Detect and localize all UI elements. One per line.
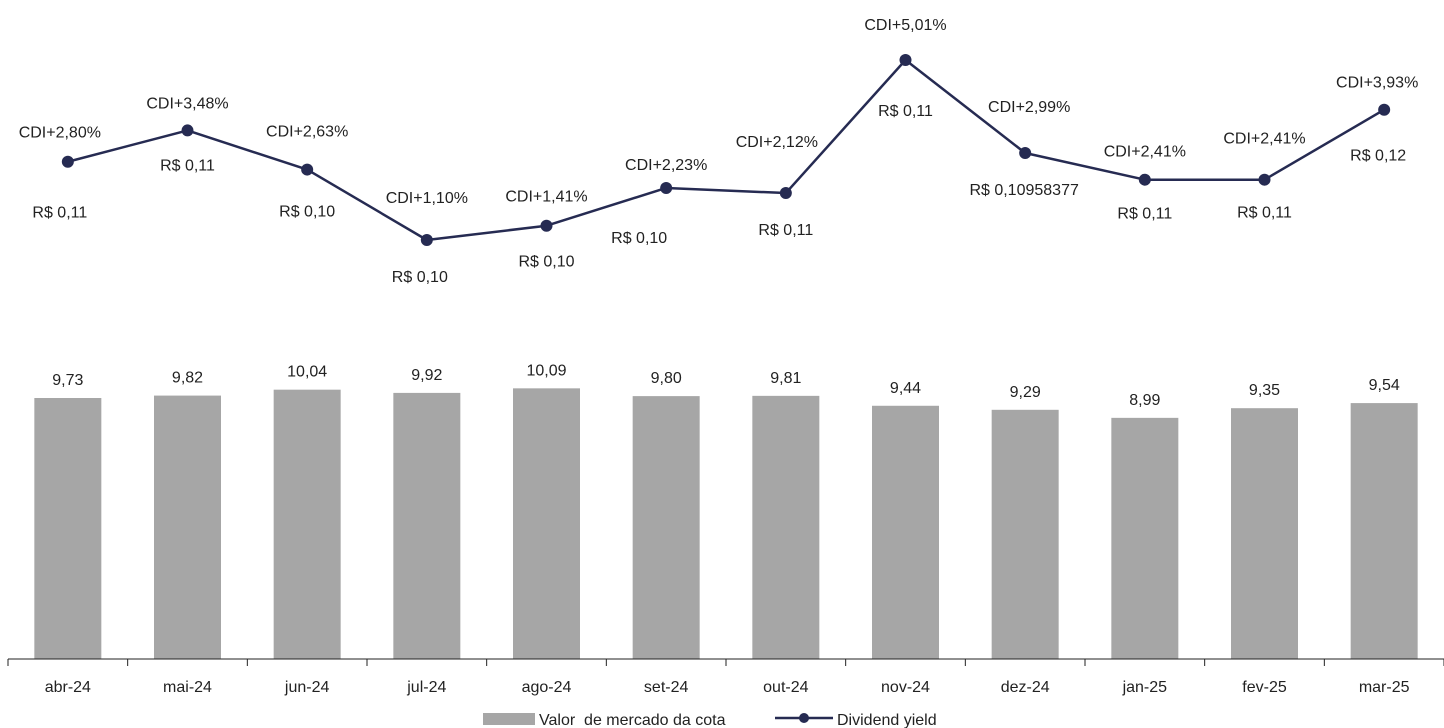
line-point-out-24 [779, 187, 792, 200]
yield-label: CDI+2,80% [19, 125, 101, 142]
line-series [61, 54, 1391, 246]
bar-value-label: 10,04 [287, 364, 327, 381]
yield-label: CDI+2,12% [736, 134, 818, 151]
dividend-label: R$ 0,11 [32, 205, 87, 222]
bar-value-label: 9,80 [651, 370, 682, 387]
yield-label: CDI+1,10% [386, 190, 468, 207]
yield-label: CDI+3,93% [1336, 75, 1418, 92]
line-point-dez-24 [1019, 146, 1032, 159]
bar-nov-24 [872, 405, 939, 659]
dividend-label: R$ 0,10958377 [969, 182, 1079, 199]
dividend-yield-line [67, 58, 1385, 242]
legend-swatch-marker [799, 713, 809, 723]
bar-value-label: 9,92 [411, 367, 442, 384]
x-tick-label: jan-25 [1122, 679, 1168, 696]
bar-mai-24 [154, 395, 221, 659]
x-tick-label: set-24 [644, 679, 689, 696]
dividend-label: R$ 0,12 [1350, 148, 1406, 165]
x-tick-label: jun-24 [284, 679, 330, 696]
dividend-label: R$ 0,10 [392, 269, 448, 286]
yield-label: CDI+1,41% [505, 189, 587, 206]
line-point-fev-25 [1258, 173, 1271, 186]
bar-value-label: 9,44 [890, 380, 921, 397]
dividend-label: R$ 0,11 [160, 157, 215, 174]
legend: Valor de mercado da cota Dividend yield [483, 712, 937, 728]
bar-value-label: 9,81 [770, 370, 801, 387]
bar-jul-24 [393, 392, 461, 659]
bar-value-label: 9,29 [1010, 384, 1041, 401]
bar-value-label: 9,35 [1249, 382, 1280, 399]
dividend-label: R$ 0,11 [878, 103, 933, 120]
dividend-label: R$ 0,10 [279, 204, 335, 221]
bar-fev-25 [1231, 408, 1298, 659]
legend-label-line: Dividend yield [837, 712, 937, 728]
legend-label-bar: Valor de mercado da cota [539, 712, 726, 728]
yield-label: CDI+2,23% [625, 157, 707, 174]
x-tick-label: dez-24 [1001, 679, 1050, 696]
line-point-abr-24 [61, 155, 74, 168]
bar-value-labels: 9,73 9,82 10,04 9,92 10,09 9,80 9,81 9,44 9,29 8,… [52, 362, 1400, 409]
x-tick-label: mai-24 [163, 679, 212, 696]
x-tick-label: fev-25 [1242, 679, 1287, 696]
bar-value-label: 8,99 [1129, 392, 1160, 409]
yield-label: CDI+2,41% [1104, 144, 1186, 161]
x-tick-label: ago-24 [522, 679, 572, 696]
dividend-label: R$ 0,11 [1117, 206, 1172, 223]
yield-label: CDI+2,99% [988, 99, 1070, 116]
x-tick-label: nov-24 [881, 679, 930, 696]
line-point-ago-24 [540, 219, 553, 232]
bar-value-label: 9,73 [52, 372, 83, 389]
bar-abr-24 [34, 398, 102, 659]
bar-ago-24 [513, 388, 580, 659]
bar-jan-25 [1111, 417, 1179, 659]
yield-label: CDI+3,48% [146, 95, 228, 112]
line-point-jul-24 [420, 234, 433, 246]
bar-value-label: 9,54 [1369, 377, 1400, 394]
bar-value-label: 9,82 [172, 370, 203, 387]
yield-label: CDI+2,41% [1223, 131, 1305, 148]
line-value-labels: CDI+2,80% R$ 0,11 CDI+3,48% R$ 0,11 CDI+2,63… [19, 17, 1419, 286]
dividend-label: R$ 0,10 [518, 254, 574, 271]
x-tick-label: jul-24 [406, 679, 446, 696]
bar-out-24 [752, 395, 820, 659]
line-point-mai-24 [181, 124, 194, 137]
x-tick-label: out-24 [763, 679, 808, 696]
bar-mar-25 [1350, 403, 1418, 659]
line-point-jun-24 [301, 163, 314, 176]
x-tick-label: mar-25 [1359, 679, 1410, 696]
yield-label: CDI+2,63% [266, 124, 348, 141]
dividend-label: R$ 0,10 [611, 230, 667, 247]
dividend-label: R$ 0,11 [1237, 205, 1292, 222]
x-tick-label: abr-24 [45, 679, 91, 696]
line-point-set-24 [660, 181, 673, 194]
x-axis-labels: abr-24 mai-24 jun-24 jul-24 ago-24 set-24 out-… [45, 679, 1410, 696]
legend-swatch-bar [483, 713, 535, 725]
line-point-jan-25 [1138, 173, 1151, 186]
yield-label: CDI+5,01% [864, 17, 946, 34]
bar-jun-24 [273, 389, 341, 659]
bar-set-24 [632, 396, 700, 659]
dividend-label: R$ 0,11 [758, 222, 813, 239]
bar-value-label: 10,09 [526, 362, 566, 379]
bar-dez-24 [991, 409, 1059, 659]
line-point-mar-25 [1378, 103, 1391, 116]
line-point-nov-24 [899, 54, 912, 66]
bar-series [34, 388, 1418, 659]
x-axis-ticks [7, 659, 1444, 666]
